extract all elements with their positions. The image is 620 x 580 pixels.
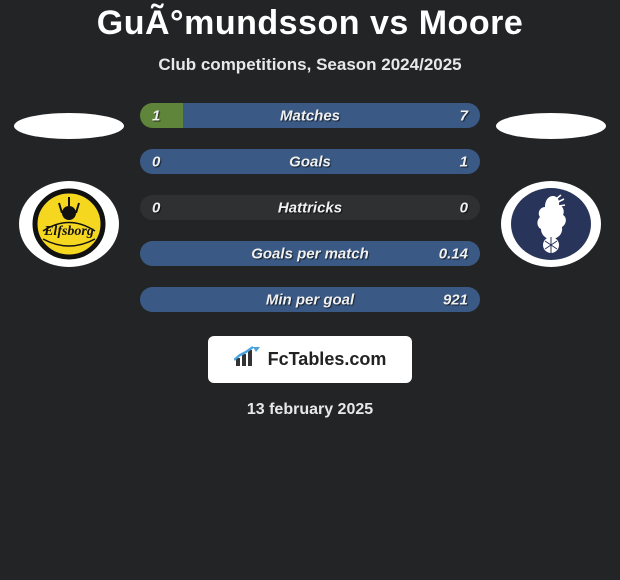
bar-left-value: 0 — [152, 153, 160, 170]
date-line: 13 february 2025 — [0, 401, 620, 419]
right-side-col — [482, 103, 620, 267]
page-title: GuÃ°mundsson vs Moore — [0, 4, 620, 43]
fctables-text: FcTables.com — [268, 349, 387, 370]
player1-club-badge: Elfsborg — [19, 181, 119, 267]
bar-label: Hattricks — [278, 199, 342, 216]
player1-name: GuÃ°mundsson — [97, 4, 360, 42]
bar-left-fill — [140, 103, 183, 128]
bar-label: Min per goal — [266, 291, 354, 308]
bar-left-value: 0 — [152, 199, 160, 216]
stat-bar-min-per-goal: Min per goal 921 — [140, 287, 480, 312]
footer: FcTables.com — [0, 336, 620, 383]
player2-name: Moore — [419, 4, 524, 42]
main-row: Elfsborg 1 Matches 7 0 Goals 1 — [0, 103, 620, 312]
bar-right-value: 7 — [460, 107, 468, 124]
svg-text:Elfsborg: Elfsborg — [43, 224, 94, 239]
player2-avatar-ellipse — [496, 113, 606, 139]
vs-text: vs — [360, 4, 419, 42]
stat-bar-matches: 1 Matches 7 — [140, 103, 480, 128]
bar-right-value: 1 — [460, 153, 468, 170]
fctables-chart-icon — [234, 346, 260, 373]
player1-avatar-ellipse — [14, 113, 124, 139]
stat-bar-hattricks: 0 Hattricks 0 — [140, 195, 480, 220]
stat-bar-goals: 0 Goals 1 — [140, 149, 480, 174]
bar-right-value: 0 — [460, 199, 468, 216]
stat-bars: 1 Matches 7 0 Goals 1 0 Hattricks 0 — [138, 103, 482, 312]
subtitle: Club competitions, Season 2024/2025 — [0, 55, 620, 75]
bar-label: Matches — [280, 107, 340, 124]
bar-right-value: 0.14 — [439, 245, 468, 262]
player2-club-badge — [501, 181, 601, 267]
bar-left-value: 1 — [152, 107, 160, 124]
bar-label: Goals — [289, 153, 331, 170]
fctables-badge[interactable]: FcTables.com — [208, 336, 413, 383]
stat-bar-goals-per-match: Goals per match 0.14 — [140, 241, 480, 266]
left-side-col: Elfsborg — [0, 103, 138, 267]
tottenham-badge-icon — [501, 181, 601, 267]
comparison-card: GuÃ°mundsson vs Moore Club competitions,… — [0, 0, 620, 419]
bar-label: Goals per match — [251, 245, 369, 262]
bar-right-value: 921 — [443, 291, 468, 308]
elfsborg-badge-icon: Elfsborg — [19, 181, 119, 267]
